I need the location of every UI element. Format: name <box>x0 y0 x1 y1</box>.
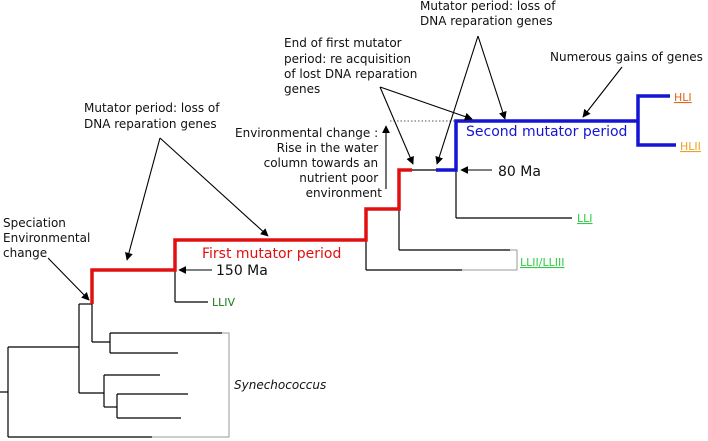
second-mutator-period-label: Second mutator period <box>466 124 627 140</box>
arrow-mutator-left-a <box>125 137 161 261</box>
end-first-line-1: End of first mutator <box>284 36 402 50</box>
arrow-end-first-a <box>379 86 414 165</box>
arrow-numerous-gains <box>582 66 623 118</box>
env-change-line-5: environment <box>306 186 383 200</box>
speciation-label: Speciation Environmental change <box>3 216 94 260</box>
high-light-branches <box>636 94 676 147</box>
ma-80-label: 80 Ma <box>498 164 541 180</box>
clade-hlii-label: HLII <box>680 140 701 153</box>
environmental-change-label: Environmental change : Rise in the water… <box>235 126 382 200</box>
end-first-line-2: period: re acquisition <box>284 52 411 66</box>
clade-hli-label: HLI <box>674 91 692 104</box>
arrow-speciation <box>47 257 90 301</box>
mutator-loss-left-line-2: DNA reparation genes <box>84 117 217 131</box>
env-change-line-4: nutrient poor <box>299 171 378 185</box>
env-change-line-3: column towards an <box>264 156 379 170</box>
annotation-arrows <box>47 35 623 301</box>
synechococcus-subtree <box>0 303 222 438</box>
second-mutator-path <box>436 119 638 172</box>
end-first-line-4: genes <box>284 82 320 96</box>
prochlorococcus-branches <box>91 169 572 342</box>
mutator-loss-top-line-2: DNA reparation genes <box>420 14 553 28</box>
arrow-mutator-top-b <box>477 35 507 120</box>
speciation-line-3: change <box>3 246 47 260</box>
end-first-mutator-label: End of first mutator period: re acquisit… <box>284 36 421 96</box>
mutator-loss-left-line-1: Mutator period: loss of <box>84 101 220 115</box>
arrow-end-first-b <box>379 86 473 121</box>
env-change-line-1: Environmental change : <box>235 126 378 140</box>
clade-lliv-label: LLIV <box>212 296 236 309</box>
arrow-mutator-top-a <box>435 35 479 165</box>
ma-150-label: 150 Ma <box>216 263 268 279</box>
speciation-line-2: Environmental <box>3 231 90 245</box>
speciation-line-1: Speciation <box>3 216 66 230</box>
numerous-gains-label: Numerous gains of genes <box>550 50 703 64</box>
mutator-loss-top-line-1: Mutator period: loss of <box>420 0 556 13</box>
first-mutator-path <box>90 168 412 304</box>
clade-lli-label: LLI <box>577 212 593 225</box>
llii-lliii-bracket <box>462 249 518 271</box>
first-mutator-period-label: First mutator period <box>202 246 341 262</box>
synechococcus-label: Synechococcus <box>234 378 326 392</box>
env-change-line-2: Rise in the water <box>277 141 379 155</box>
arrow-mutator-left-b <box>159 137 269 237</box>
end-first-line-3: of lost DNA reparation <box>284 67 417 81</box>
synechococcus-bracket <box>152 332 230 438</box>
mutator-loss-top-label: Mutator period: loss of DNA reparation g… <box>420 0 559 28</box>
clade-llii-lliii-label: LLII/LLIII <box>520 256 564 269</box>
mutator-loss-left-label: Mutator period: loss of DNA reparation g… <box>84 101 223 131</box>
